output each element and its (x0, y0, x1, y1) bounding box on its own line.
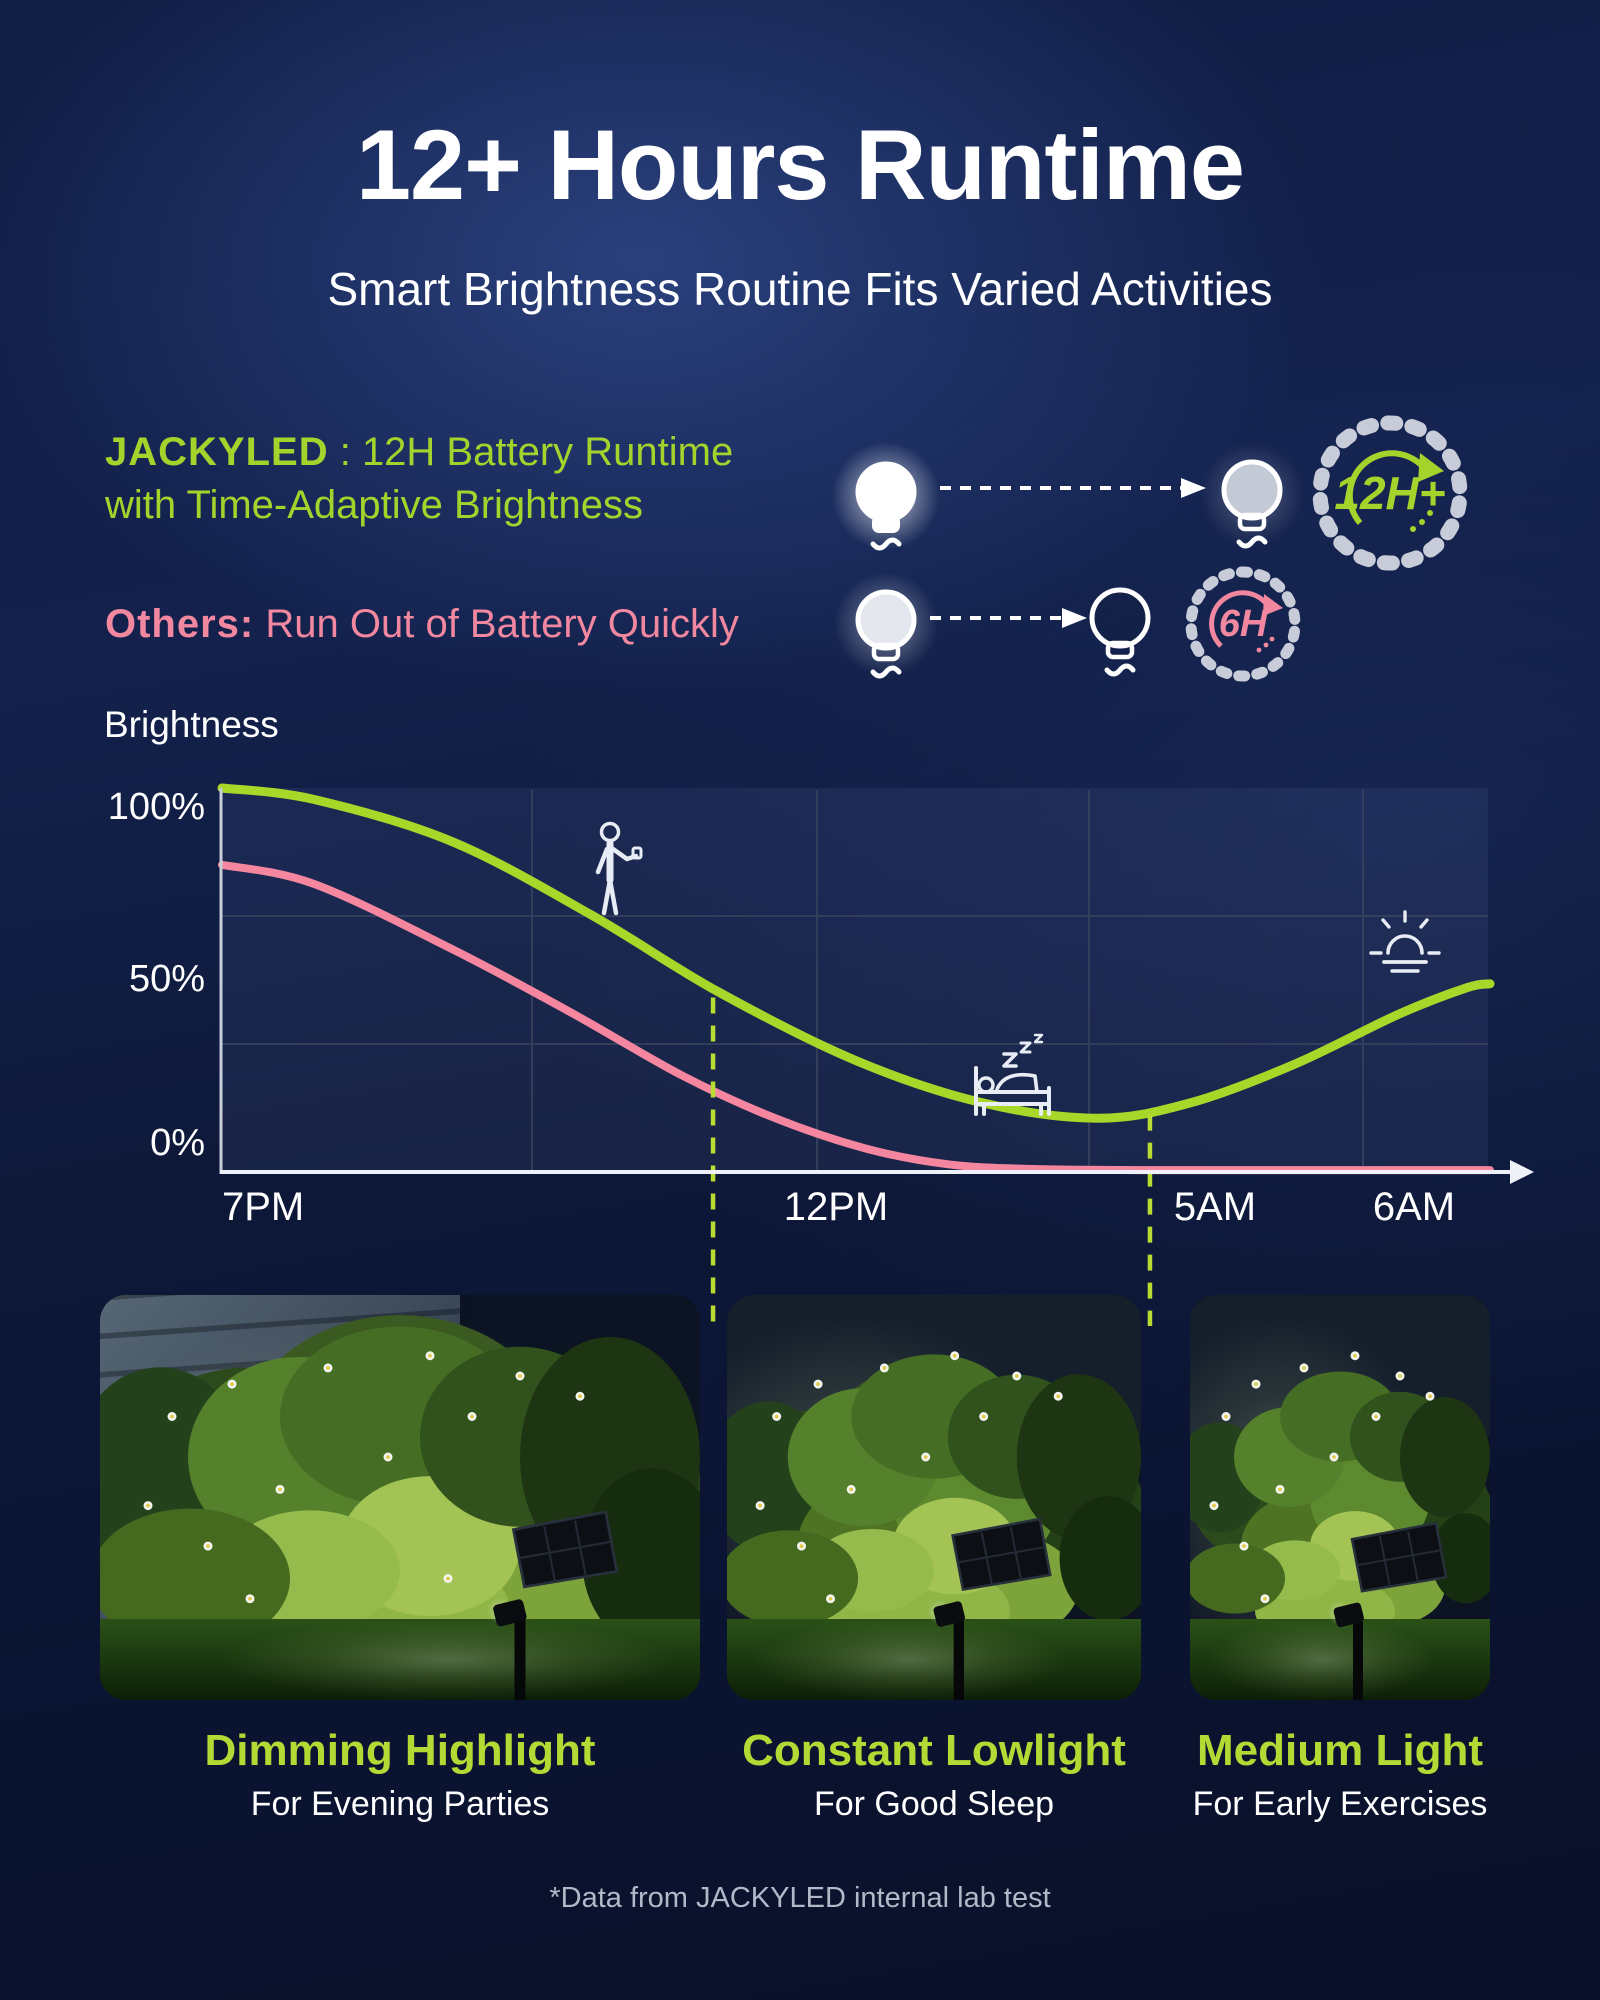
dashed-arrow-icon (930, 608, 1087, 628)
solar-spotlight (1328, 1521, 1448, 1700)
clock-ticks-12h-icon: 12H+ (1305, 408, 1475, 578)
ytick-100: 100% (107, 786, 205, 828)
others-brand: Others: (105, 602, 255, 646)
runtime-6h-label: 6H (1218, 602, 1268, 645)
runtime-12h-label: 12H+ (1334, 467, 1446, 519)
caption-card-2: Constant Lowlight For Good Sleep (727, 1726, 1141, 1824)
data-source-note: *Data from JACKYLED internal lab test (549, 1882, 1051, 1914)
caption-card-1: Dimming Highlight For Evening Parties (100, 1726, 700, 1824)
xtick-7pm: 7PM (222, 1185, 305, 1229)
card-subtitle: For Evening Parties (250, 1785, 550, 1823)
xtick-5am: 5AM (1173, 1185, 1257, 1229)
card-title: Constant Lowlight (742, 1726, 1126, 1775)
photo-medium-light (1190, 1295, 1490, 1700)
card-subtitle: For Good Sleep (813, 1785, 1055, 1823)
photo-dimming-highlight (100, 1295, 700, 1700)
plot-area (220, 788, 1488, 1172)
bulb-half-icon (1200, 442, 1304, 549)
chart-axis-title: Brightness (104, 704, 279, 745)
solar-spotlight (927, 1517, 1052, 1700)
jackyled-claim: JACKYLED : 12H Battery Runtime with Time… (105, 426, 785, 532)
ytick-50: 50% (128, 958, 205, 1000)
garden-photo-illustration (727, 1295, 1141, 1700)
solar-spotlight (487, 1510, 619, 1700)
jackyled-claim-line2: with Time-Adaptive Brightness (105, 483, 644, 527)
card-subtitle: For Early Exercises (1192, 1785, 1488, 1823)
bulb-on-icon (832, 442, 940, 551)
jackyled-separator: : (328, 430, 362, 474)
clock-ticks-6h-icon: 6H (1180, 561, 1306, 687)
sleep-bed-icon (974, 1033, 1051, 1116)
clock-ticks-ring (1185, 566, 1301, 682)
photo-constant-lowlight (727, 1295, 1141, 1700)
clock-ticks-ring (1312, 415, 1468, 571)
xtick-6am: 6AM (1372, 1185, 1456, 1229)
jackyled-brand: JACKYLED (105, 430, 329, 474)
others-claim: Others: Run Out of Battery Quickly (105, 598, 825, 651)
dashed-marker-lines (710, 997, 1153, 1326)
bulb-off-icon (1089, 587, 1151, 677)
card-title: Medium Light (1197, 1726, 1483, 1775)
sunrise-icon (1369, 910, 1441, 973)
page-subtitle: Smart Brightness Routine Fits Varied Act… (327, 263, 1273, 315)
series-curve (217, 783, 1495, 1123)
others-claim-text: Run Out of Battery Quickly (254, 602, 739, 646)
x-axis-arrow-icon (1510, 1160, 1534, 1184)
dashed-arrow-icon (940, 478, 1206, 498)
page-title: 12+ Hours Runtime (356, 109, 1245, 220)
party-person-icon (595, 821, 643, 916)
ytick-0: 0% (150, 1122, 205, 1164)
card-title: Dimming Highlight (204, 1726, 596, 1775)
garden-photo-illustration (1190, 1295, 1490, 1700)
grid-lines (222, 790, 1488, 1170)
xtick-12pm: 12PM (783, 1185, 889, 1229)
caption-card-3: Medium Light For Early Exercises (1150, 1726, 1530, 1824)
jackyled-claim-text1: 12H Battery Runtime (361, 430, 734, 474)
garden-photo-illustration (100, 1295, 700, 1700)
bulb-dim-icon (834, 572, 938, 679)
jackyled-claim-line1: JACKYLED : 12H Battery Runtime (105, 426, 785, 479)
